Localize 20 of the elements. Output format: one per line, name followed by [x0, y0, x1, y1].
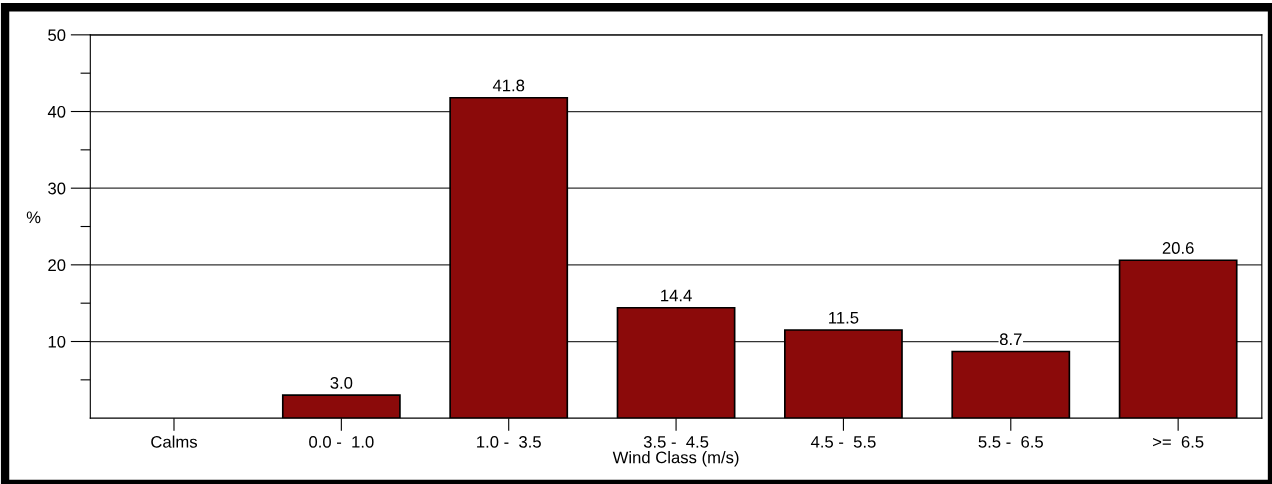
y-tick-label: 30: [48, 182, 66, 195]
data-label: 8.7: [999, 333, 1022, 346]
data-label: 41.8: [492, 79, 525, 92]
data-label: 14.4: [661, 289, 692, 302]
y-tick-label: 40: [47, 105, 66, 118]
x-tick-label: 0.0 - 1.0: [309, 435, 374, 448]
data-label: 3.0: [330, 377, 353, 389]
x-tick-label: 3.5 - 4.5: [643, 435, 709, 448]
y-tick-label: 50: [48, 29, 66, 42]
y-axis-title: %: [26, 211, 41, 224]
x-tick-label: >= 6.5: [1153, 435, 1204, 448]
x-tick-label: 5.5 - 6.5: [978, 435, 1043, 448]
x-tick-label: 4.5 - 5.5: [810, 436, 876, 448]
y-tick-label: 20: [48, 259, 66, 272]
data-label: 11.5: [829, 312, 859, 324]
y-tick-label: 10: [48, 335, 66, 348]
x-axis-title: Wind Class (m/s): [612, 451, 739, 467]
x-tick-label: Calms: [151, 435, 197, 448]
x-tick-label: 1.0 - 3.5: [477, 435, 541, 448]
data-label: 20.6: [1162, 242, 1194, 254]
